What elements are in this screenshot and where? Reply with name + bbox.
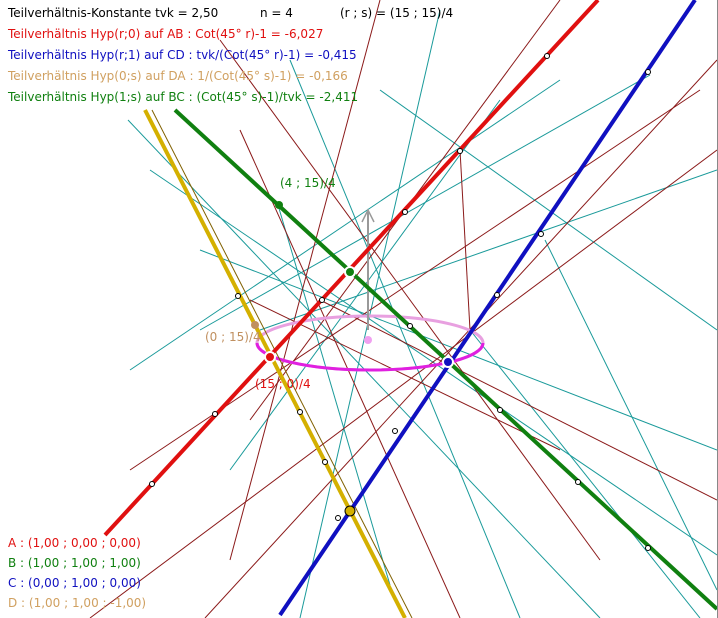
point-tan[interactable] xyxy=(344,505,356,517)
point-label: (15 ; 0)/4 xyxy=(255,377,311,391)
point-blue[interactable] xyxy=(442,356,454,368)
line-da-edge xyxy=(151,109,413,618)
n-value: n = 4 xyxy=(260,6,293,20)
point-green-small[interactable] xyxy=(275,201,283,209)
center xyxy=(364,336,372,344)
coordinate: C : (0,00 ; 1,00 ; 0,00) xyxy=(8,576,141,590)
thin-lines xyxy=(89,0,717,618)
coordinate: B : (1,00 ; 1,00 ; 1,00) xyxy=(8,556,141,570)
rs-value: (r ; s) = (15 ; 15)/4 xyxy=(340,6,454,20)
dots xyxy=(149,53,651,551)
formula: Teilverhältnis Hyp(0;s) auf DA : 1/(Cot(… xyxy=(8,69,348,83)
formula: Teilverhältnis Hyp(r;0) auf AB : Cot(45°… xyxy=(8,27,324,41)
point-green[interactable] xyxy=(344,266,356,278)
point-label: (0 ; 15)/4 xyxy=(205,330,261,344)
coordinate: D : (1,00 ; 1,00 ; -1,00) xyxy=(8,596,147,610)
coordinate: A : (1,00 ; 0,00 ; 0,00) xyxy=(8,536,141,550)
tvk: Teilverhältnis-Konstante tvk = 2,50 xyxy=(8,6,219,20)
point-label: (4 ; 15)/4 xyxy=(280,176,336,190)
point-tan-small[interactable] xyxy=(251,321,259,329)
formula: Teilverhältnis Hyp(1;s) auf BC : (Cot(45… xyxy=(8,90,359,104)
arrow-head xyxy=(361,208,375,223)
formula: Teilverhältnis Hyp(r;1) auf CD : tvk/(Co… xyxy=(8,48,357,62)
point-red[interactable] xyxy=(264,351,276,363)
line-da xyxy=(143,109,407,618)
